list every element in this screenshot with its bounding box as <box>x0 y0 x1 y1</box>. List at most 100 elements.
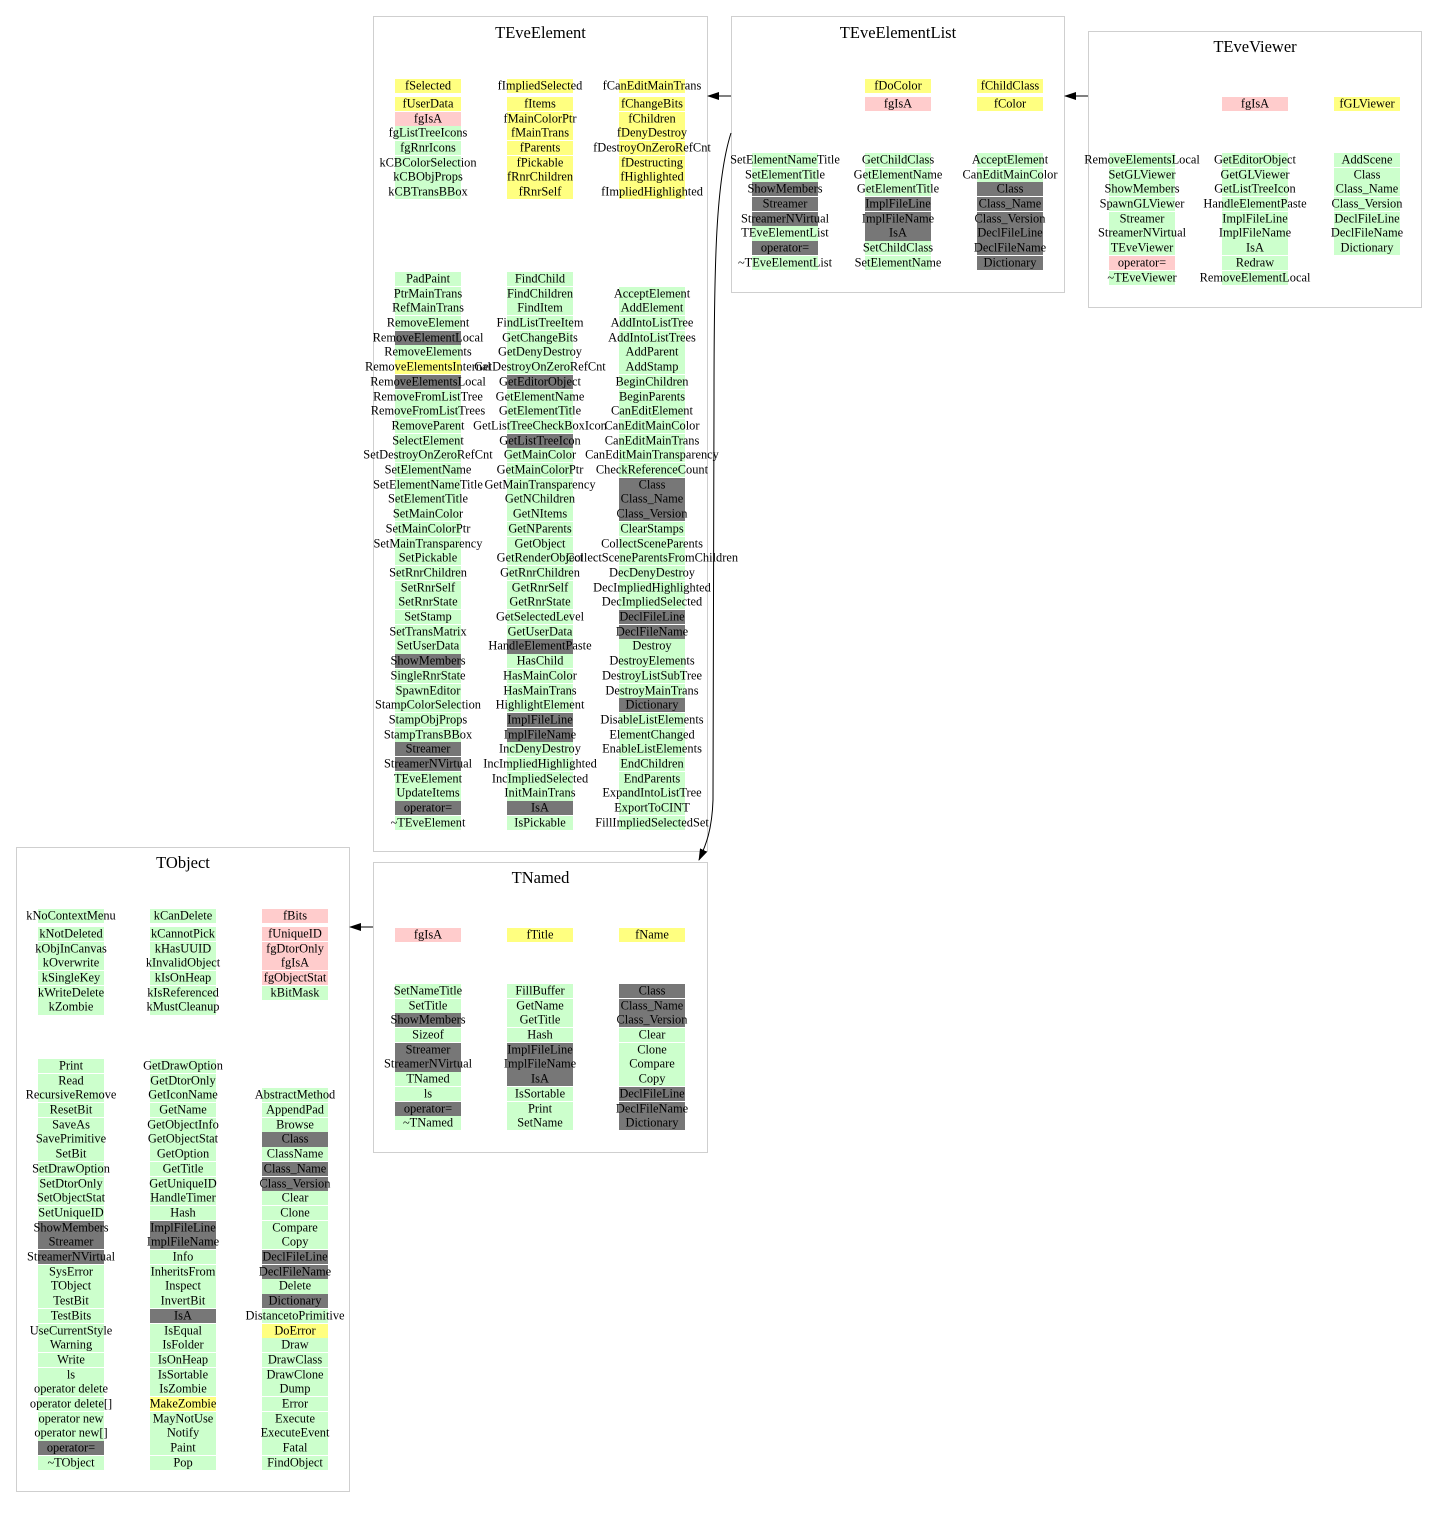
method[interactable]: SetNameTitle <box>394 984 462 999</box>
method[interactable]: StreamerNVirtual <box>741 212 829 226</box>
method[interactable]: DestroyListSubTree <box>602 669 702 683</box>
data-member[interactable]: kMustCleanup <box>147 1000 219 1015</box>
method[interactable]: SavePrimitive <box>36 1132 106 1147</box>
method[interactable]: EnableListElements <box>602 742 702 757</box>
method[interactable]: Compare <box>262 1220 328 1235</box>
data-member[interactable]: kCannotPick <box>150 927 216 942</box>
data-member[interactable]: fDenyDestroy <box>617 126 687 141</box>
method[interactable]: GetUserData <box>507 625 573 639</box>
data-member[interactable]: fgIsA <box>865 97 931 112</box>
method[interactable]: DestroyElements <box>609 654 695 669</box>
method[interactable]: GetObjectInfo <box>147 1118 219 1132</box>
data-member[interactable]: fMainColorPtr <box>504 111 576 126</box>
method[interactable]: DistancetoPrimitive <box>245 1309 345 1323</box>
method[interactable]: RemoveElementLocal <box>373 331 483 345</box>
method[interactable]: Execute <box>262 1412 328 1426</box>
method[interactable]: operator= <box>1109 256 1175 270</box>
method[interactable]: Info <box>150 1250 216 1265</box>
method[interactable]: SelectElement <box>392 433 464 448</box>
method[interactable]: SetMainColorPtr <box>386 522 470 536</box>
method[interactable]: DeclFileLine <box>977 226 1043 241</box>
method[interactable]: GetNChildren <box>505 492 575 507</box>
method[interactable]: InheritsFrom <box>150 1265 216 1279</box>
method[interactable]: Class <box>977 182 1043 197</box>
data-member[interactable]: fItems <box>507 97 573 112</box>
data-member[interactable]: fCanEditMainTrans <box>603 79 701 94</box>
method[interactable]: Dictionary <box>262 1294 328 1309</box>
method[interactable]: Clone <box>619 1043 685 1057</box>
method[interactable]: Redraw <box>1222 256 1288 270</box>
method[interactable]: DeclFileName <box>616 1101 688 1116</box>
method[interactable]: Warning <box>38 1338 104 1353</box>
method[interactable]: CanEditMainTrans <box>605 433 699 448</box>
data-member[interactable]: fTitle <box>507 928 573 943</box>
method[interactable]: Class_Version <box>617 1013 687 1028</box>
method[interactable]: SetDrawOption <box>32 1162 110 1176</box>
method[interactable]: StreamerNVirtual <box>384 757 472 772</box>
data-member[interactable]: kWriteDelete <box>38 986 104 1000</box>
data-member[interactable]: fgRnrIcons <box>395 141 461 156</box>
method[interactable]: Hash <box>507 1028 573 1043</box>
method[interactable]: IsFolder <box>150 1338 216 1353</box>
method[interactable]: MayNotUse <box>150 1412 216 1426</box>
method[interactable]: Copy <box>262 1235 328 1250</box>
method[interactable]: ImplFileName <box>504 727 576 742</box>
method[interactable]: FillBuffer <box>507 984 573 999</box>
method[interactable]: DecImpliedSelected <box>602 595 702 610</box>
method[interactable]: Sizeof <box>395 1028 461 1043</box>
method[interactable]: GetDtorOnly <box>150 1073 216 1088</box>
data-member[interactable]: fGLViewer <box>1334 97 1400 112</box>
method[interactable]: DeclFileLine <box>619 1087 685 1101</box>
method[interactable]: SetDtorOnly <box>38 1176 104 1191</box>
method[interactable]: ExportToCINT <box>614 801 690 816</box>
data-member[interactable]: fMainTrans <box>507 126 573 141</box>
method[interactable]: Class_Version <box>975 212 1045 226</box>
method[interactable]: SaveAs <box>38 1118 104 1132</box>
data-member[interactable]: fDoColor <box>865 79 931 94</box>
method[interactable]: HandleElementPaste <box>488 639 592 654</box>
method[interactable]: SetRnrSelf <box>395 580 461 595</box>
data-member[interactable]: fChildren <box>619 111 685 126</box>
method[interactable]: AppendPad <box>262 1103 328 1118</box>
method[interactable]: BeginParents <box>619 389 685 404</box>
method[interactable]: DeclFileLine <box>1334 212 1400 226</box>
method[interactable]: InvertBit <box>150 1294 216 1309</box>
method[interactable]: Clone <box>262 1206 328 1221</box>
method[interactable]: SetStamp <box>395 610 461 625</box>
data-member[interactable]: fParents <box>507 141 573 156</box>
method[interactable]: Dump <box>262 1382 328 1397</box>
method[interactable]: FillImpliedSelectedSet <box>595 816 709 830</box>
method[interactable]: SetTransMatrix <box>389 625 467 639</box>
method[interactable]: ImplFileLine <box>507 713 573 728</box>
method[interactable]: ShowMembers <box>390 1013 466 1028</box>
data-member[interactable]: kCBColorSelection <box>379 156 477 170</box>
method[interactable]: Class_Name <box>1334 182 1400 197</box>
data-member[interactable]: kIsReferenced <box>147 986 219 1000</box>
method[interactable]: DecImpliedHighlighted <box>593 580 711 595</box>
data-member[interactable]: fgIsA <box>262 956 328 971</box>
method[interactable]: IsA <box>1222 241 1288 256</box>
method[interactable]: RemoveElements <box>384 345 472 360</box>
method[interactable]: ImplFileLine <box>1222 212 1288 226</box>
method[interactable]: UseCurrentStyle <box>30 1323 112 1338</box>
method[interactable]: UpdateItems <box>395 786 461 801</box>
data-member[interactable]: kNoContextMenu <box>26 909 116 924</box>
method[interactable]: GetRnrSelf <box>507 580 573 595</box>
method[interactable]: Hash <box>150 1206 216 1221</box>
method[interactable]: IncDenyDestroy <box>499 742 581 757</box>
method[interactable]: GetMainColorPtr <box>497 463 583 478</box>
method[interactable]: Dictionary <box>619 698 685 713</box>
data-member[interactable]: kSingleKey <box>38 971 104 986</box>
method[interactable]: operator delete <box>34 1382 108 1397</box>
method[interactable]: SetRnrChildren <box>389 566 467 581</box>
data-member[interactable]: fUserData <box>395 97 461 112</box>
method[interactable]: IsPickable <box>507 816 573 830</box>
method[interactable]: HighlightElement <box>496 698 584 713</box>
method[interactable]: GetNItems <box>507 507 573 522</box>
method[interactable]: Delete <box>262 1279 328 1294</box>
method[interactable]: GetElementName <box>496 389 584 404</box>
data-member[interactable]: fBits <box>262 909 328 924</box>
data-member[interactable]: fImpliedHighlighted <box>601 185 703 200</box>
method[interactable]: Clear <box>262 1191 328 1206</box>
method[interactable]: GetTitle <box>150 1162 216 1176</box>
